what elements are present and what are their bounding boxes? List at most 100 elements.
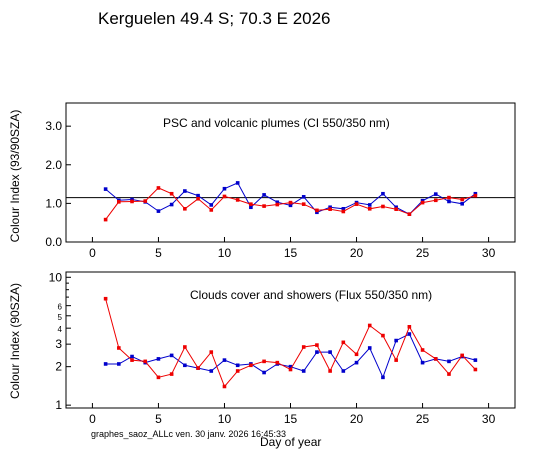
clouds-series-red-point xyxy=(196,366,200,370)
clouds-x-tick-label: 25 xyxy=(416,412,430,426)
clouds-series-red-line xyxy=(105,298,476,388)
clouds-series-red-point xyxy=(156,375,161,380)
clouds-series-red-point xyxy=(117,346,121,350)
clouds-series-red-point xyxy=(275,360,280,365)
clouds-series-red-point xyxy=(381,333,385,338)
psc-series-blue-line xyxy=(105,182,476,215)
psc-series-red-point xyxy=(196,196,200,201)
psc-series-blue-point xyxy=(394,205,398,210)
psc-series-blue-point xyxy=(249,205,253,210)
psc-series-red-point xyxy=(103,217,108,222)
psc-series-red-point xyxy=(354,202,359,206)
psc-series-blue-point xyxy=(315,210,319,215)
psc-series-red-point xyxy=(341,209,346,214)
panel-psc: PSC and volcanic plumes (CI 550/350 nm) … xyxy=(8,102,516,260)
psc-series-red-point xyxy=(367,206,372,211)
clouds-series-blue-point xyxy=(209,369,214,373)
psc-y-tick-label: 2.0 xyxy=(45,158,62,172)
clouds-series-blue-point xyxy=(301,369,306,373)
psc-series-blue-point xyxy=(473,191,478,196)
psc-series-red-point xyxy=(394,207,398,211)
clouds-series-red-point xyxy=(394,358,398,362)
psc-series-blue-point xyxy=(235,181,240,185)
clouds-series-red-point xyxy=(407,325,412,329)
panel-psc-plot: 0 5 10 15 20 25 30 0.0 1.0 2.0 3.0 xyxy=(45,119,515,260)
clouds-series-blue-point xyxy=(447,359,451,364)
psc-series-blue-point xyxy=(130,197,134,202)
panel-clouds-ylabel: Colour Index (90SZA) xyxy=(8,283,22,399)
psc-series-red-point xyxy=(420,200,425,205)
clouds-series-red-point xyxy=(354,352,359,357)
psc-y-tick-label: 3.0 xyxy=(45,119,62,133)
clouds-series-red-point xyxy=(433,357,438,361)
psc-series-red-point xyxy=(288,200,293,205)
clouds-series-blue-point xyxy=(169,353,174,358)
psc-series-blue-point xyxy=(262,193,266,197)
psc-series-red-point xyxy=(117,200,121,204)
psc-series-red-point xyxy=(249,202,253,206)
psc-x-tick-label: 20 xyxy=(350,246,364,260)
clouds-series-red-point xyxy=(420,348,425,352)
footer-stamp: graphes_saoz_ALLc ven. 30 janv. 2026 16:… xyxy=(91,429,286,439)
psc-series-blue-point xyxy=(301,195,306,199)
psc-series-red-point xyxy=(222,194,227,199)
clouds-series-red-point xyxy=(249,363,253,368)
psc-series-red-point xyxy=(209,208,214,212)
clouds-y-tick-label: 4 xyxy=(58,325,63,334)
psc-x-tick-label: 0 xyxy=(89,246,96,260)
clouds-series-blue-point xyxy=(117,362,121,366)
clouds-y-tick-label: 1 xyxy=(55,398,62,412)
clouds-series-red-point xyxy=(288,367,293,372)
clouds-series-blue-point xyxy=(103,362,108,366)
psc-series-red-point xyxy=(235,198,240,202)
x-axis-label: Day of year xyxy=(260,435,321,449)
psc-series-red-point xyxy=(381,204,385,209)
clouds-series-red-point xyxy=(473,367,478,372)
clouds-series-blue-point xyxy=(315,350,319,354)
panel-clouds-title: Clouds cover and showers (Flux 550/350 n… xyxy=(190,288,432,302)
psc-series-blue-point xyxy=(183,189,187,193)
clouds-series-blue-point xyxy=(381,375,385,380)
psc-y-tick-label: 1.0 xyxy=(45,196,62,210)
psc-series-blue-point xyxy=(460,201,464,206)
clouds-series-blue-point xyxy=(407,332,412,336)
clouds-series-red-point xyxy=(367,323,372,328)
psc-series-red-point xyxy=(460,197,464,202)
clouds-series-blue-point xyxy=(473,358,478,362)
psc-series-blue-point xyxy=(341,206,346,211)
psc-series-blue-point xyxy=(328,205,332,210)
psc-series-red-point xyxy=(169,191,174,196)
panel-psc-ylabel: Colour Index (93/90SZA) xyxy=(8,110,22,243)
clouds-series-red-point xyxy=(328,369,332,373)
clouds-series-red-point xyxy=(209,350,214,354)
psc-series-blue-point xyxy=(447,199,451,204)
psc-series-red-point xyxy=(130,199,134,204)
psc-series-blue-point xyxy=(367,203,372,207)
clouds-series-red-point xyxy=(341,340,346,345)
clouds-series-red-point xyxy=(103,296,108,301)
clouds-series-red-point xyxy=(460,353,464,358)
clouds-series-red-point xyxy=(315,343,319,347)
clouds-y-tick-label: 10 xyxy=(49,270,63,284)
psc-series-blue-point xyxy=(196,193,200,198)
clouds-y-tick-label: 5 xyxy=(58,313,63,322)
clouds-series-blue-point xyxy=(262,370,266,375)
clouds-y-tick-label: 3 xyxy=(55,337,62,351)
clouds-series-red-point xyxy=(301,345,306,349)
psc-x-tick-label: 5 xyxy=(155,246,162,260)
clouds-series-blue-point xyxy=(354,360,359,365)
clouds-series-blue-point xyxy=(328,350,332,354)
clouds-series-blue-point xyxy=(367,346,372,350)
psc-series-red-point xyxy=(447,195,451,200)
psc-series-blue-point xyxy=(169,202,174,207)
panel-psc-title: PSC and volcanic plumes (CI 550/350 nm) xyxy=(163,116,390,130)
clouds-series-blue-point xyxy=(288,364,293,369)
clouds-series-red-point xyxy=(262,359,266,364)
clouds-series-blue-point xyxy=(420,360,425,365)
psc-series-blue-point xyxy=(288,203,293,208)
psc-series-red-point xyxy=(156,186,161,190)
clouds-x-tick-label: 30 xyxy=(482,412,496,426)
clouds-series-red-point xyxy=(169,372,174,376)
